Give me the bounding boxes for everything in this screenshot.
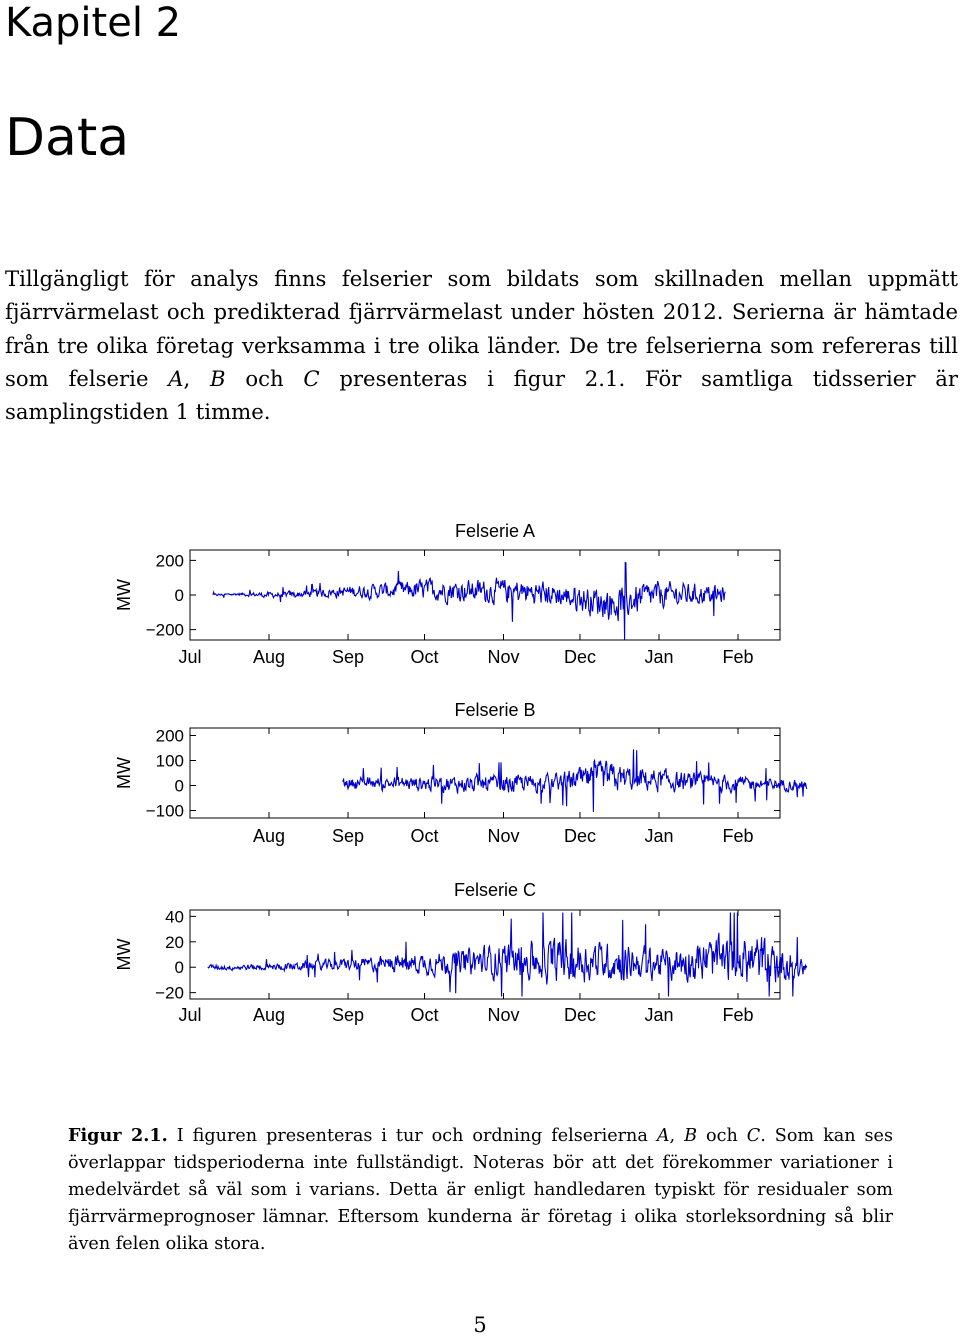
chart-title: Felserie C [454, 880, 536, 900]
x-tick-label: Jan [644, 1005, 673, 1025]
x-tick-label: Aug [253, 647, 285, 667]
page-title: Data [5, 108, 130, 168]
x-tick-label: Nov [487, 826, 519, 846]
x-tick-label: Aug [253, 826, 285, 846]
y-tick-label: −200 [146, 621, 184, 640]
x-tick-label: Jan [644, 647, 673, 667]
x-tick-label: Feb [722, 1005, 753, 1025]
x-tick-label: Jul [178, 647, 201, 667]
x-tick-label: Feb [722, 647, 753, 667]
x-tick-label: Oct [410, 647, 438, 667]
y-axis-label: MW [114, 938, 134, 970]
x-tick-label: Sep [332, 1005, 364, 1025]
series-line [207, 912, 808, 997]
x-tick-label: Dec [564, 1005, 596, 1025]
page-number: 5 [473, 1313, 487, 1337]
y-tick-label: −20 [155, 984, 184, 1003]
x-tick-label: Nov [487, 1005, 519, 1025]
y-tick-label: 40 [165, 907, 184, 926]
x-tick-label: Nov [487, 647, 519, 667]
x-tick-label: Sep [332, 647, 364, 667]
y-tick-label: −100 [146, 802, 184, 821]
chart-frame [189, 909, 781, 1000]
series-line [212, 561, 726, 640]
y-axis-label: MW [114, 757, 134, 789]
y-tick-label: 0 [175, 777, 184, 796]
x-tick-label: Jan [644, 826, 673, 846]
x-tick-label: Oct [410, 826, 438, 846]
figure-caption: Figur 2.1. I figuren presenteras i tur o… [68, 1125, 893, 1254]
intro-paragraph: Tillgängligt för analys finns felserier … [5, 266, 958, 425]
x-tick-label: Aug [253, 1005, 285, 1025]
y-tick-label: 100 [156, 752, 184, 771]
chart-frame [189, 727, 781, 819]
x-tick-label: Sep [332, 826, 364, 846]
y-tick-label: 200 [156, 551, 184, 570]
chart-title: Felserie A [455, 521, 535, 541]
x-tick-label: Dec [564, 826, 596, 846]
chart-title: Felserie B [454, 700, 535, 720]
y-tick-label: 200 [156, 727, 184, 746]
chapter-heading: Kapitel 2 [5, 0, 182, 46]
x-tick-label: Jul [178, 1005, 201, 1025]
y-tick-label: 0 [175, 958, 184, 977]
y-axis-label: MW [114, 579, 134, 611]
x-tick-label: Feb [722, 826, 753, 846]
x-tick-label: Dec [564, 647, 596, 667]
x-tick-label: Oct [410, 1005, 438, 1025]
y-tick-label: 20 [165, 933, 184, 952]
series-line [342, 749, 808, 812]
y-tick-label: 0 [175, 586, 184, 605]
